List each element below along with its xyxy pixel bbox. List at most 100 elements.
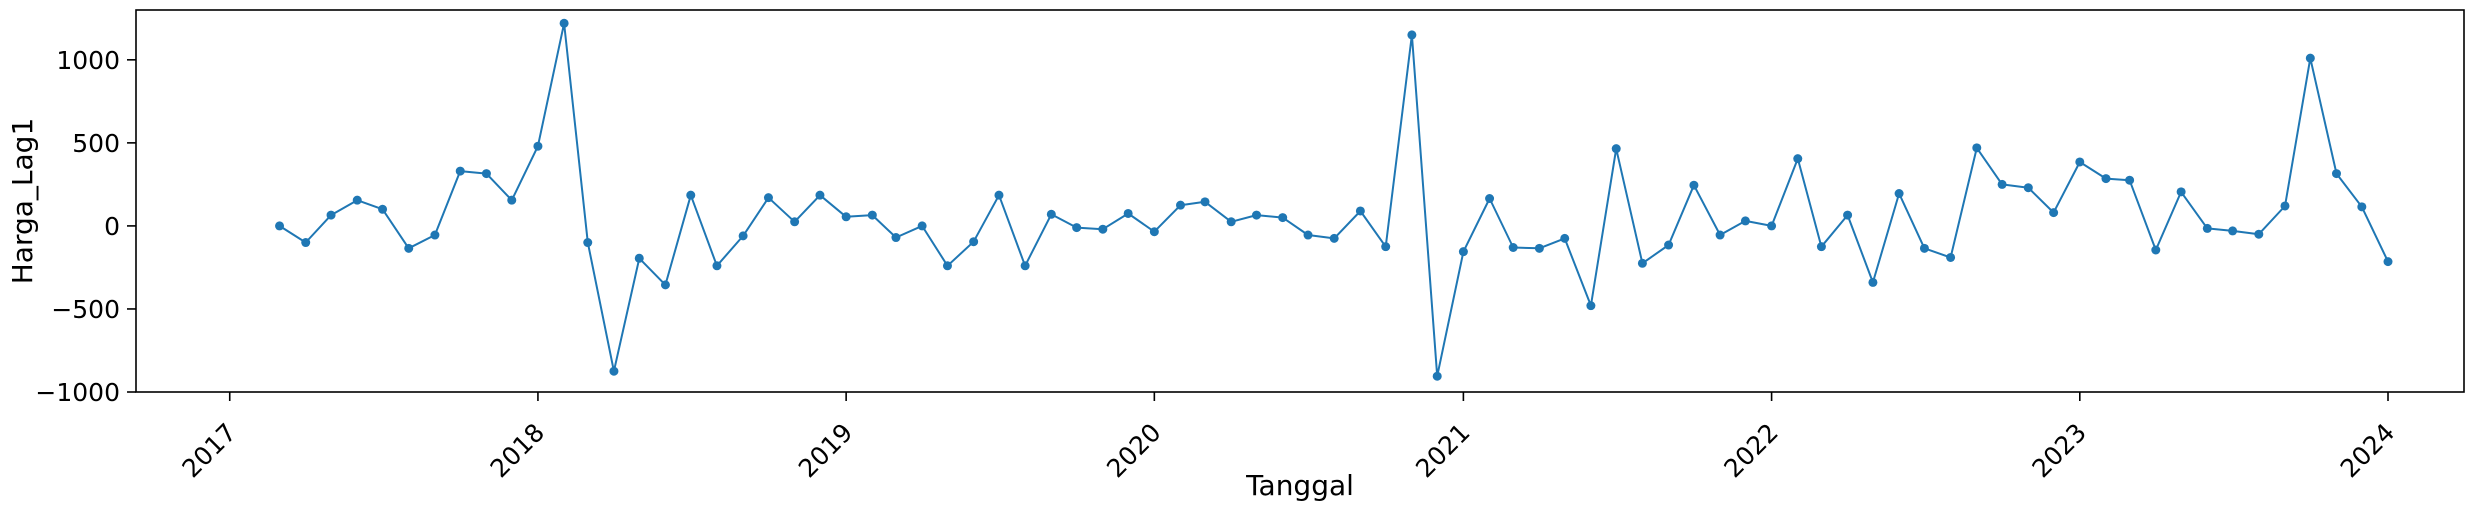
data-point bbox=[1689, 180, 1699, 190]
data-point bbox=[1534, 243, 1544, 253]
series-line bbox=[278, 22, 2389, 378]
data-point bbox=[430, 230, 440, 240]
data-point bbox=[481, 169, 491, 179]
data-point bbox=[1586, 301, 1596, 311]
data-point bbox=[1020, 261, 1030, 271]
data-point bbox=[1664, 240, 1674, 250]
data-point bbox=[1894, 189, 1904, 199]
data-point bbox=[583, 238, 593, 248]
y-tick-label: −500 bbox=[51, 295, 120, 324]
data-point bbox=[1200, 197, 1210, 207]
data-point bbox=[1072, 223, 1082, 233]
data-point bbox=[1868, 277, 1878, 287]
data-point bbox=[2357, 202, 2367, 212]
data-point bbox=[1637, 258, 1647, 268]
data-point bbox=[378, 204, 388, 214]
data-point bbox=[1252, 210, 1262, 220]
data-point bbox=[867, 210, 877, 220]
x-tick-label: 2023 bbox=[2027, 418, 2092, 483]
data-point bbox=[763, 193, 773, 203]
data-point bbox=[994, 190, 1004, 200]
data-point bbox=[301, 238, 311, 248]
data-point bbox=[2049, 208, 2059, 218]
y-axis-label: Harga_Lag1 bbox=[6, 118, 39, 285]
data-point bbox=[1123, 208, 1133, 218]
data-point bbox=[1278, 213, 1288, 223]
data-point bbox=[2254, 229, 2264, 239]
data-point bbox=[1793, 154, 1803, 164]
data-point bbox=[2176, 187, 2186, 197]
x-tick-label: 2018 bbox=[485, 418, 550, 483]
data-point bbox=[2383, 257, 2393, 267]
y-tick-label: 1000 bbox=[56, 46, 120, 75]
data-point bbox=[2305, 53, 2315, 63]
data-point bbox=[507, 195, 517, 205]
data-point bbox=[1485, 194, 1495, 204]
data-point bbox=[1816, 242, 1826, 252]
data-point bbox=[2075, 157, 2085, 167]
data-point bbox=[2331, 169, 2341, 179]
data-point bbox=[1303, 230, 1313, 240]
data-point bbox=[942, 261, 952, 271]
data-point bbox=[533, 141, 543, 151]
x-tick-label: 2024 bbox=[2335, 418, 2400, 483]
data-point bbox=[2125, 175, 2135, 185]
data-point bbox=[891, 233, 901, 243]
data-point bbox=[1098, 224, 1108, 234]
data-point bbox=[660, 280, 670, 290]
data-point bbox=[790, 217, 800, 227]
data-point bbox=[1458, 247, 1468, 257]
data-point bbox=[1407, 30, 1417, 40]
data-point bbox=[609, 366, 619, 376]
data-point bbox=[1508, 243, 1518, 253]
data-point bbox=[712, 261, 722, 271]
x-axis-label: Tanggal bbox=[1245, 469, 1354, 502]
data-point bbox=[1226, 217, 1236, 227]
y-tick-label: 0 bbox=[104, 212, 120, 241]
data-point bbox=[1767, 221, 1777, 231]
data-point bbox=[2101, 174, 2111, 184]
data-point bbox=[1972, 143, 1982, 153]
data-point bbox=[686, 190, 696, 200]
data-point bbox=[2228, 226, 2238, 236]
y-tick-label: 500 bbox=[72, 129, 120, 158]
data-point bbox=[352, 195, 362, 205]
data-point bbox=[2151, 245, 2161, 255]
data-point bbox=[1843, 210, 1853, 220]
data-point bbox=[2202, 223, 2212, 233]
data-point bbox=[1715, 230, 1725, 240]
data-point bbox=[1046, 209, 1056, 219]
data-point bbox=[1740, 216, 1750, 226]
x-tick-label: 2020 bbox=[1101, 418, 1166, 483]
data-point bbox=[404, 243, 414, 253]
data-point bbox=[1329, 233, 1339, 243]
data-point bbox=[1432, 371, 1442, 381]
x-tick-label: 2022 bbox=[1718, 418, 1783, 483]
data-point bbox=[1997, 179, 2007, 189]
data-point bbox=[1919, 243, 1929, 253]
data-point bbox=[969, 237, 979, 247]
data-point bbox=[841, 212, 851, 222]
data-point bbox=[559, 18, 569, 28]
data-point bbox=[1560, 233, 1570, 243]
data-point bbox=[634, 253, 644, 263]
data-point bbox=[2280, 201, 2290, 211]
y-tick-label: −1000 bbox=[35, 378, 120, 407]
data-point bbox=[1149, 227, 1159, 237]
data-point bbox=[1946, 252, 1956, 262]
axes-frame bbox=[135, 9, 2465, 393]
data-point bbox=[815, 190, 825, 200]
plot-area bbox=[275, 18, 2393, 381]
data-point bbox=[917, 221, 927, 231]
axis-ticks: −1000 −500 0 500 1000 2017 2018 2019 2020 2021 202… bbox=[35, 46, 2400, 483]
x-tick-label: 2021 bbox=[1410, 418, 1475, 483]
data-point bbox=[275, 221, 285, 231]
data-point bbox=[1355, 206, 1365, 216]
data-point bbox=[2023, 183, 2033, 193]
data-point bbox=[326, 210, 336, 220]
data-point bbox=[1381, 242, 1391, 252]
x-tick-label: 2017 bbox=[176, 418, 241, 483]
data-point bbox=[455, 166, 465, 176]
data-point bbox=[738, 231, 748, 241]
